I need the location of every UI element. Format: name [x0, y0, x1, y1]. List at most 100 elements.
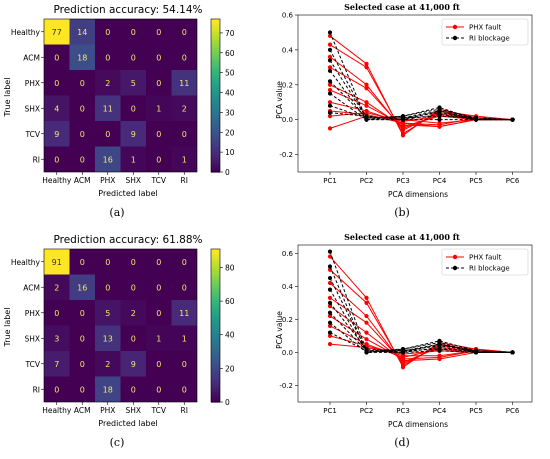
colorbar-segment: [211, 300, 220, 304]
series-line: [329, 277, 513, 353]
series-line: [329, 80, 513, 121]
x-tick-label: PC1: [323, 407, 337, 415]
colorbar-segment: [211, 54, 220, 58]
legend-marker: [452, 254, 458, 260]
colorbar-segment: [211, 384, 220, 388]
colorbar-segment: [211, 366, 220, 370]
x-tick-label: Healthy: [42, 176, 72, 185]
heatmap-cell: [120, 146, 146, 172]
colorbar-segment: [211, 72, 220, 76]
heatmap-cell: [44, 146, 70, 172]
colorbar-segment: [211, 345, 220, 350]
data-point: [364, 320, 369, 325]
heatmap-cell: [146, 376, 172, 402]
heatmap-cell: [44, 95, 70, 121]
data-point: [327, 313, 333, 319]
cell-value: 0: [156, 309, 161, 318]
cell-value: 0: [182, 130, 187, 139]
series-line: [329, 44, 513, 135]
panel-d-title: Selected case at 41,000 ft: [344, 232, 460, 242]
colorbar-a: 0 10 20 30 40 50 60 70: [210, 18, 235, 177]
colorbar-segment: [211, 164, 220, 168]
y-tick-label: 0.2: [282, 81, 293, 89]
cell-value: 0: [80, 309, 85, 318]
data-point: [327, 254, 333, 259]
data-point: [364, 348, 369, 353]
colorbar-segment: [211, 322, 220, 327]
data-point: [364, 300, 369, 305]
y-tick-label: 0.4: [282, 46, 294, 54]
colorbar-tick-label: 10: [225, 148, 235, 157]
data-point: [473, 117, 479, 122]
data-point: [364, 82, 369, 87]
heatmap-cell: [44, 274, 70, 300]
cell-value: 3: [54, 334, 59, 343]
colorbar-segment: [211, 49, 220, 53]
series-line: [329, 112, 513, 122]
heatmap-cell: [69, 274, 95, 300]
colorbar-segment: [211, 330, 220, 334]
colorbar-segment: [211, 396, 220, 401]
cell-value: 0: [54, 385, 59, 394]
data-point: [437, 348, 442, 353]
data-point: [327, 300, 333, 305]
heatmap-cell: [95, 300, 121, 326]
heatmap-cell: [120, 274, 146, 300]
heatmap-cell: [120, 121, 146, 147]
colorbar-segment: [211, 269, 220, 273]
data-point: [364, 337, 369, 342]
x-tick-label: SHX: [125, 176, 141, 185]
cell-value: 5: [105, 309, 110, 318]
cell-value: 0: [156, 155, 161, 164]
colorbar-segment: [211, 44, 220, 48]
colorbar-segment: [211, 348, 220, 352]
y-tick-label: RI: [33, 385, 40, 394]
panel-b-caption: (b): [394, 206, 410, 219]
data-point: [327, 79, 333, 84]
x-tick-label: PC3: [396, 177, 410, 185]
data-point: [437, 124, 442, 129]
heatmap-cell: [171, 44, 197, 70]
cell-value: 0: [80, 385, 85, 394]
data-point: [364, 313, 369, 319]
x-tick-label: ACM: [74, 406, 91, 415]
cell-value: 0: [156, 130, 161, 139]
cell-value: 0: [131, 283, 136, 292]
colorbar-segment: [211, 277, 220, 281]
colorbar-segment: [211, 141, 220, 145]
colorbar-segment: [211, 325, 220, 329]
colorbar-segment: [211, 289, 220, 293]
data-point: [327, 47, 333, 52]
colorbar-segment: [211, 159, 220, 163]
x-tick-label: PC5: [469, 177, 483, 185]
data-point: [327, 58, 333, 63]
heatmap-cell: [69, 325, 95, 351]
data-point: [327, 114, 333, 119]
colorbar-segment: [211, 361, 220, 365]
cell-value: 0: [54, 155, 59, 164]
y-tick-label: 0.6: [282, 250, 294, 258]
heatmap-cell: [146, 146, 172, 172]
colorbar-segment: [211, 335, 220, 339]
heatmap-cell: [44, 19, 70, 45]
colorbar-segment: [211, 133, 220, 137]
colorbar-segment: [211, 62, 220, 66]
data-point: [364, 110, 369, 115]
colorbar-segment: [211, 156, 220, 160]
colorbar-segment: [211, 284, 220, 288]
y-tick-label: TCV: [24, 130, 40, 139]
data-point: [327, 280, 333, 286]
x-tick-label: SHX: [125, 406, 141, 415]
data-point: [327, 54, 333, 59]
colorbar-segment: [211, 389, 220, 393]
cell-value: 0: [105, 28, 110, 37]
panel-a-title: Prediction accuracy: 54.14%: [53, 4, 202, 16]
colorbar-segment: [211, 249, 220, 253]
y-tick-label: -0.2: [279, 151, 293, 159]
colorbar-segment: [211, 317, 220, 321]
colorbar-tick-label: 20: [225, 364, 235, 373]
panel-b-xlabel: PCA dimensions: [388, 190, 448, 199]
data-point: [327, 264, 333, 269]
panel-a-caption: (a): [109, 206, 124, 219]
x-tick-label: PC4: [433, 177, 447, 185]
